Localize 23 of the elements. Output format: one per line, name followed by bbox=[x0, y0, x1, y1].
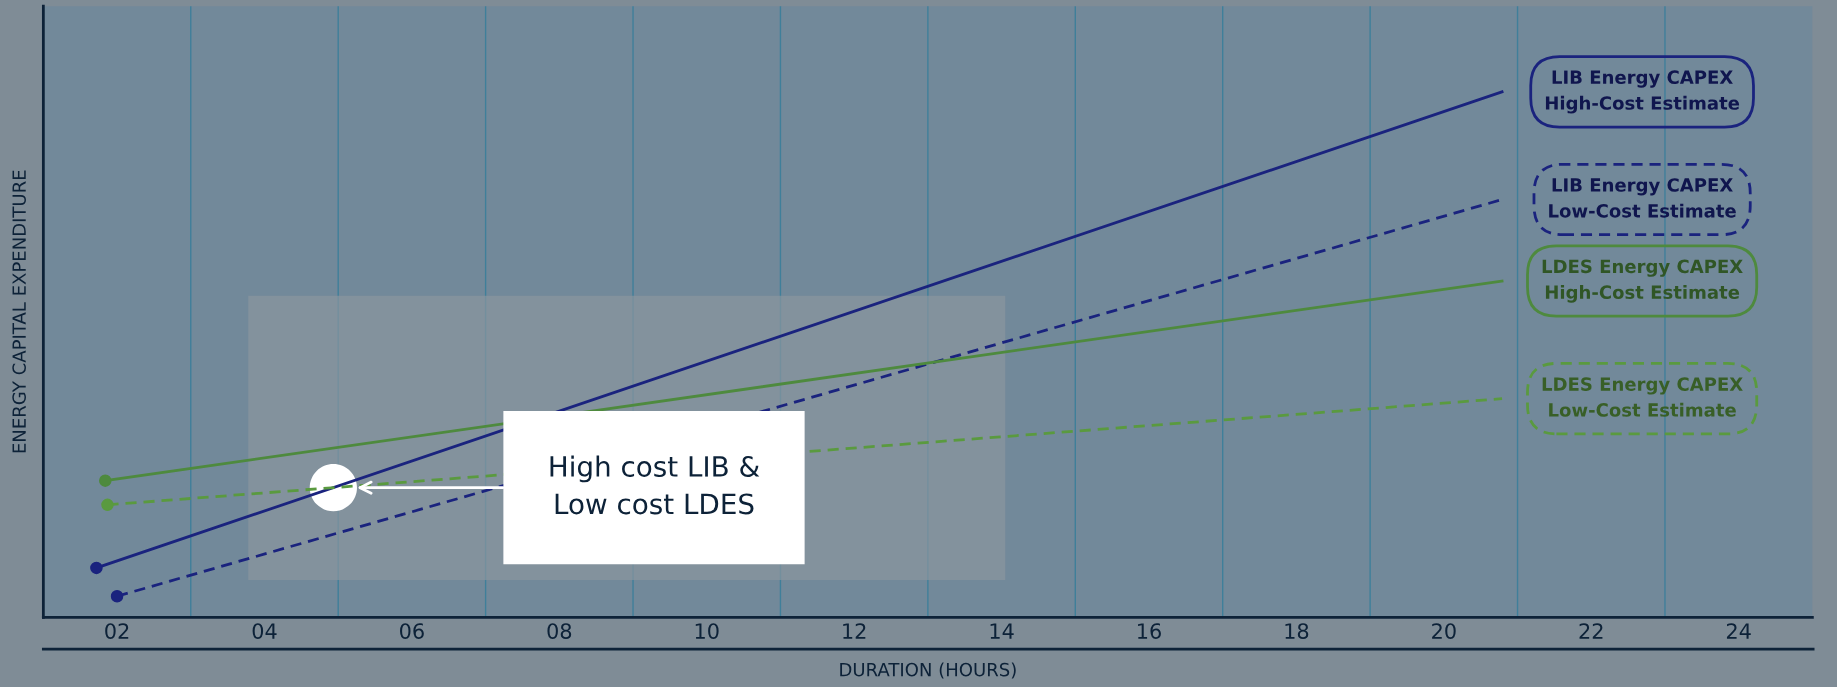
y-axis-title: ENERGY CAPITAL EXPENDITURE bbox=[12, 170, 26, 453]
text: LIB Energy CAPEX High-Cost Estimate bbox=[1545, 70, 1740, 114]
text: LIB Energy CAPEX Low-Cost Estimate bbox=[1549, 178, 1736, 218]
point bbox=[99, 474, 112, 487]
x-tick-label: 16 bbox=[1138, 623, 1161, 639]
x-tick-label: 22 bbox=[1579, 623, 1603, 639]
text: LDES Energy CAPEX Low-Cost Estimate bbox=[1542, 377, 1743, 417]
x-tick-label: 10 bbox=[695, 623, 719, 639]
x-tick-label: 20 bbox=[1432, 623, 1456, 639]
text: LDES Energy CAPEX High-Cost Estimate bbox=[1542, 259, 1743, 303]
x-tick-label: 12 bbox=[843, 623, 866, 639]
x-tick-label: 24 bbox=[1726, 623, 1751, 639]
point bbox=[110, 590, 124, 603]
x-tick-label: 02 bbox=[105, 623, 129, 639]
x-tick-label: 18 bbox=[1285, 623, 1309, 639]
x-tick-label: 08 bbox=[547, 623, 572, 639]
point bbox=[101, 498, 114, 512]
x-tick-label: 06 bbox=[400, 623, 424, 639]
x-tick-label: 04 bbox=[252, 623, 277, 639]
x-axis-title: DURATION (HOURS) bbox=[840, 662, 1016, 679]
annotation: High cost LIB & Low cost LDES bbox=[550, 455, 760, 515]
x-tick-label: 14 bbox=[990, 623, 1014, 639]
point bbox=[90, 561, 103, 575]
